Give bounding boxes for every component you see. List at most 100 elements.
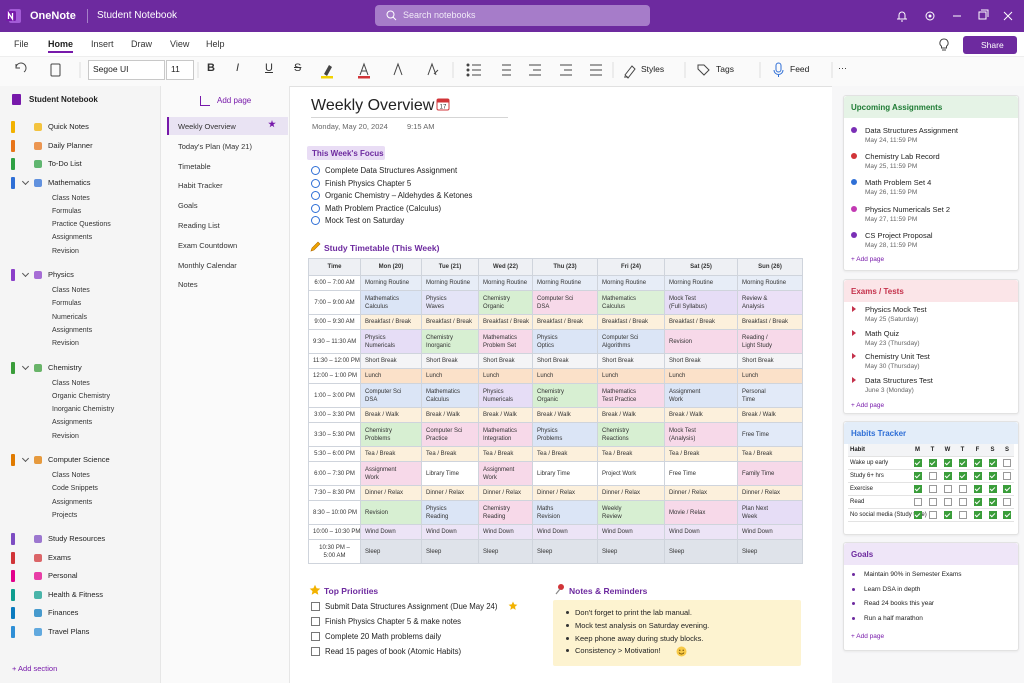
timetable-cell[interactable]: Chemistry Organic [478, 290, 533, 315]
timetable-cell[interactable]: Chemistry Organic [532, 383, 598, 408]
timetable-cell[interactable]: Break / Walk [421, 407, 479, 423]
format-button[interactable]: B [207, 62, 215, 74]
timetable-cell[interactable]: Breakfast / Break [478, 314, 533, 330]
timetable-cell[interactable]: Dinner / Relax [421, 485, 479, 501]
habit-checkbox[interactable] [943, 485, 952, 493]
section-name[interactable]: Health & Fitness [48, 589, 104, 599]
assignment-name[interactable]: CS Project Proposal [865, 230, 933, 240]
habit-checkbox[interactable] [988, 459, 997, 467]
format-button[interactable]: U [265, 62, 273, 74]
habit-checkbox[interactable] [1003, 459, 1011, 467]
exam-name[interactable]: Chemistry Unit Test [865, 352, 930, 362]
search-box[interactable] [375, 5, 650, 26]
timetable-cell[interactable]: Mock Test (Analysis) [664, 422, 738, 447]
section-page[interactable]: Formulas [52, 207, 82, 215]
section-page[interactable]: Revision [52, 247, 79, 255]
timetable-cell[interactable]: Chemistry Reactions [597, 422, 665, 447]
exam-name[interactable]: Math Quiz [865, 328, 900, 338]
timetable-cell[interactable]: Mathematics Calculus [597, 290, 665, 315]
timetable-cell[interactable]: Assignment Work [478, 461, 533, 486]
timetable-cell[interactable]: Tea / Break [737, 446, 803, 462]
timetable-cell[interactable]: Mathematics Calculus [421, 383, 479, 408]
timetable-cell[interactable]: Short Break [421, 353, 479, 369]
habit-checkbox[interactable] [1003, 498, 1011, 506]
focus-circle[interactable] [311, 178, 320, 188]
habit-checkbox[interactable] [988, 498, 997, 506]
habit-checkbox[interactable] [928, 511, 937, 519]
add-page[interactable]: + Add page [851, 633, 885, 640]
share-button[interactable] [963, 36, 1017, 54]
timetable-cell[interactable]: Tea / Break [478, 446, 533, 462]
timetable-cell[interactable]: Reading / Light Study [737, 329, 803, 354]
assignment-name[interactable]: Chemistry Lab Record [865, 152, 940, 162]
timetable-cell[interactable]: Break / Walk [664, 407, 738, 423]
section-name[interactable]: Finances [48, 608, 79, 618]
window-controls[interactable] [893, 8, 1017, 24]
section-page[interactable]: Organic Chemistry [52, 392, 110, 400]
font-box[interactable] [88, 60, 165, 80]
section-page[interactable]: Assignments [52, 419, 93, 427]
timetable-cell[interactable]: Break / Walk [737, 407, 803, 423]
timetable-cell[interactable]: Morning Routine [532, 275, 598, 291]
timetable-cell[interactable]: Dinner / Relax [360, 485, 422, 501]
habit-checkbox[interactable] [958, 459, 967, 467]
priority-checkbox[interactable] [311, 617, 320, 626]
timetable-cell[interactable]: Breakfast / Break [421, 314, 479, 330]
habit-checkbox[interactable] [973, 498, 982, 506]
timetable-cell[interactable]: Sleep [478, 539, 533, 564]
section-page[interactable]: Assignments [52, 234, 93, 242]
assignment-name[interactable]: Data Structures Assignment [865, 126, 958, 135]
exam-name[interactable]: Physics Mock Test [865, 305, 927, 314]
focus-circle[interactable] [311, 191, 320, 201]
timetable-cell[interactable]: Morning Routine [737, 275, 803, 291]
priority-checkbox[interactable] [311, 632, 320, 641]
section-name[interactable]: Exams [48, 552, 71, 562]
timetable-cell[interactable]: Tea / Break [597, 446, 665, 462]
timetable-cell[interactable]: Family Time [737, 461, 803, 486]
menu-tab[interactable]: View [170, 39, 190, 49]
exam-name[interactable]: Data Structures Test [865, 376, 933, 386]
timetable-cell[interactable]: Assignment Work [360, 461, 422, 486]
timetable-cell[interactable]: Short Break [664, 353, 738, 369]
habit-checkbox[interactable] [958, 511, 967, 519]
section-page[interactable]: Class Notes [52, 194, 90, 202]
section-page[interactable]: Assignments [52, 498, 93, 506]
page-item[interactable]: Goals [178, 201, 198, 211]
timetable-cell[interactable]: Morning Routine [478, 275, 533, 291]
menu-tab[interactable]: Home [48, 39, 74, 53]
timetable-cell[interactable]: Chemistry Reading [478, 500, 533, 525]
timetable-cell[interactable]: Computer Sci Practice [421, 422, 479, 447]
habit-checkbox[interactable] [958, 498, 967, 506]
timetable-cell[interactable]: Lunch [421, 368, 479, 384]
timetable-cell[interactable]: Library Time [532, 461, 598, 486]
section-page[interactable]: Revision [52, 340, 79, 348]
menu-tab[interactable]: File [14, 39, 29, 49]
page-item[interactable]: Monthly Calendar [178, 260, 237, 270]
timetable-cell[interactable]: Breakfast / Break [737, 314, 803, 330]
habit-checkbox[interactable] [913, 511, 922, 519]
menu-tab[interactable]: Draw [131, 39, 153, 49]
timetable-cell[interactable]: Short Break [737, 353, 803, 369]
habit-checkbox[interactable] [988, 485, 997, 493]
habit-checkbox[interactable] [943, 472, 952, 480]
habit-checkbox[interactable] [928, 485, 937, 493]
timetable-cell[interactable]: Revision [360, 500, 422, 525]
focus-circle[interactable] [311, 203, 320, 213]
timetable-cell[interactable]: Physics Reading [421, 500, 479, 525]
habit-checkbox[interactable] [928, 498, 937, 506]
timetable-cell[interactable]: Lunch [737, 368, 803, 384]
habit-checkbox[interactable] [943, 459, 952, 467]
page-item[interactable]: Exam Countdown [178, 240, 238, 250]
habit-checkbox[interactable] [928, 459, 937, 467]
timetable-cell[interactable]: Sleep [737, 539, 803, 564]
section-page[interactable]: Formulas [52, 300, 82, 308]
habit-checkbox[interactable] [928, 472, 937, 480]
timetable-cell[interactable]: Dinner / Relax [478, 485, 533, 501]
habit-checkbox[interactable] [913, 485, 922, 493]
timetable-cell[interactable]: Wind Down [360, 524, 422, 540]
size-box[interactable] [166, 60, 194, 80]
section-name[interactable]: Travel Plans [48, 626, 90, 636]
section-name[interactable]: Quick Notes [48, 122, 89, 131]
timetable-cell[interactable]: Wind Down [478, 524, 533, 540]
section-page[interactable]: Numericals [52, 313, 88, 321]
